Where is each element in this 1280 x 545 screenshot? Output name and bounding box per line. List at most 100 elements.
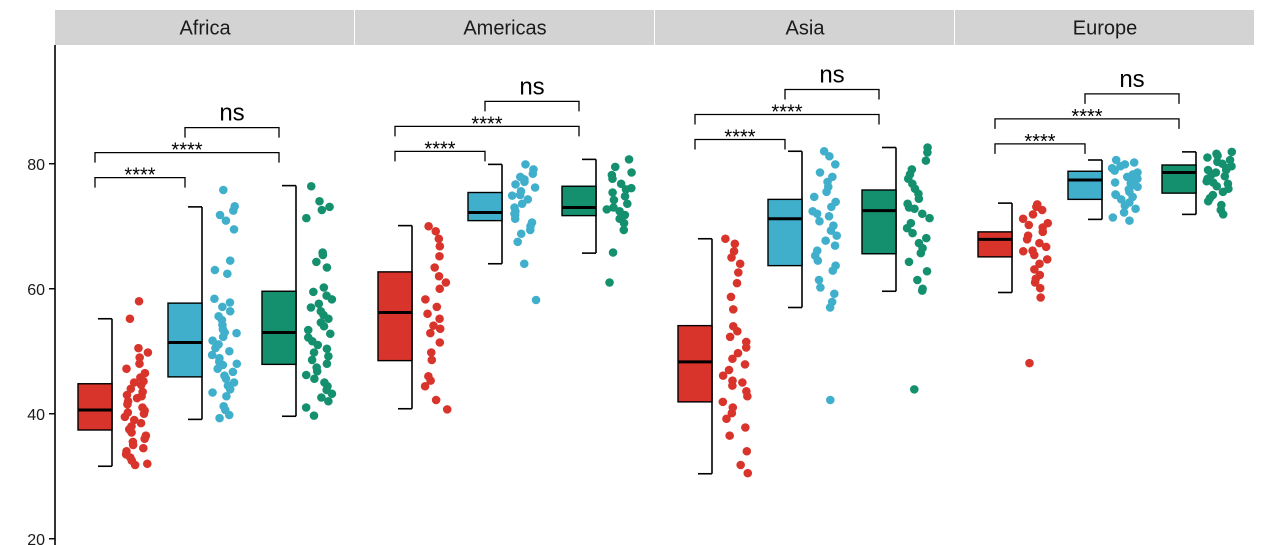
data-point: [221, 216, 231, 225]
bracket-line: [184, 126, 280, 138]
significance-bracket: ****: [94, 165, 186, 188]
data-point: [312, 366, 322, 376]
data-point: [211, 343, 220, 353]
data-point: [815, 168, 825, 177]
data-point: [738, 378, 747, 387]
bracket-line: [694, 113, 880, 125]
data-point: [812, 209, 822, 219]
data-point: [1025, 358, 1034, 368]
box-blue: [467, 160, 541, 305]
data-point: [1203, 153, 1212, 162]
data-point: [602, 205, 612, 214]
data-point: [434, 234, 444, 244]
data-point: [215, 210, 225, 220]
data-point: [322, 263, 332, 272]
panel-africa: **** **** ns: [77, 100, 337, 470]
data-point: [922, 266, 932, 276]
box-red: [677, 234, 753, 478]
data-point: [733, 326, 742, 336]
data-point: [826, 226, 836, 235]
data-point: [225, 306, 235, 316]
significance-bracket: ns: [484, 73, 580, 112]
data-point: [135, 353, 144, 362]
data-point: [228, 206, 238, 215]
data-point: [1220, 171, 1230, 181]
data-point: [721, 234, 730, 244]
bracket-line: [394, 125, 580, 137]
data-point: [1030, 265, 1039, 274]
data-point: [222, 391, 231, 401]
data-point: [815, 216, 824, 226]
data-point: [430, 263, 439, 272]
data-point: [317, 393, 326, 402]
data-point: [510, 209, 519, 219]
facet-label: Americas: [463, 18, 546, 40]
data-point: [134, 343, 143, 353]
facet-strip-americas: [355, 10, 654, 45]
data-point: [313, 340, 323, 350]
significance-label: ****: [1071, 106, 1102, 128]
facet-strips: Africa Americas Asia Europe: [55, 10, 1254, 45]
data-point: [426, 348, 436, 357]
data-point: [814, 275, 824, 285]
data-point: [740, 360, 750, 369]
data-point: [728, 381, 737, 390]
data-point: [621, 185, 631, 194]
data-point: [816, 283, 825, 292]
panel-europe: **** **** ns: [977, 66, 1237, 368]
data-point: [1035, 283, 1045, 293]
data-point: [426, 376, 435, 385]
data-point: [517, 199, 527, 209]
data-point: [122, 364, 131, 374]
data-point: [1203, 196, 1213, 206]
box-rect: [561, 185, 597, 217]
data-point: [427, 355, 437, 365]
data-point: [1218, 187, 1228, 197]
data-point: [423, 309, 432, 319]
data-point: [426, 328, 435, 338]
data-point: [325, 202, 334, 212]
bracket-line: [694, 138, 786, 150]
data-point: [435, 324, 445, 334]
data-point: [309, 348, 319, 357]
data-point: [207, 350, 217, 360]
data-point: [917, 209, 927, 219]
significance-label: ****: [724, 127, 755, 149]
data-point: [221, 374, 231, 384]
panel-americas: **** **** ns: [377, 73, 636, 414]
data-point: [827, 202, 836, 212]
data-point: [307, 355, 317, 365]
data-point: [136, 418, 146, 428]
data-point: [1129, 158, 1139, 167]
data-point: [521, 160, 530, 169]
data-point: [1035, 259, 1044, 269]
data-point: [143, 348, 153, 357]
data-point: [525, 225, 535, 235]
data-point: [608, 248, 618, 257]
data-point: [208, 388, 217, 397]
data-point: [619, 218, 629, 228]
y-tick-label: 80: [27, 157, 45, 174]
data-point: [224, 410, 234, 420]
box-blue: [167, 185, 242, 423]
data-point: [511, 180, 520, 189]
data-point: [324, 396, 333, 406]
significance-bracket: ****: [694, 127, 786, 150]
data-point: [1108, 213, 1118, 222]
data-point: [608, 174, 617, 184]
data-point: [925, 213, 934, 223]
box-green: [561, 155, 636, 287]
significance-label: ****: [1024, 131, 1055, 153]
data-point: [135, 359, 144, 369]
box-green: [1161, 147, 1237, 219]
data-point: [809, 192, 819, 202]
data-point: [319, 321, 329, 331]
data-point: [322, 359, 332, 369]
significance-bracket: ****: [394, 138, 486, 162]
data-point: [725, 431, 734, 440]
data-point: [225, 256, 235, 265]
data-point: [303, 325, 313, 335]
data-point: [718, 397, 728, 407]
facet-panels: **** **** ns **** **** ns **** **** ns **** **** ns: [77, 62, 1237, 478]
data-point: [125, 314, 135, 324]
